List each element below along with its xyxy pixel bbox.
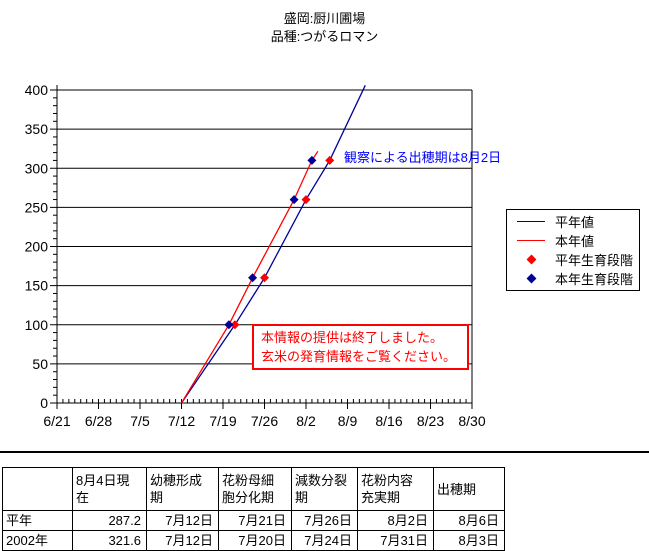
legend-entry: 本年値 — [507, 231, 639, 250]
x-axis-tick-label: 7/19 — [209, 413, 236, 429]
y-axis-tick-label: 300 — [25, 160, 49, 176]
legend-diamond-icon — [507, 254, 555, 265]
diamond-swatch — [526, 254, 536, 265]
table-value-cell: 8月2日 — [357, 510, 434, 531]
x-axis-tick-label: 7/12 — [168, 413, 195, 429]
series-line-平年値 — [180, 85, 366, 404]
x-axis-tick-label: 8/2 — [296, 413, 316, 429]
y-axis-tick-label: 150 — [25, 278, 49, 294]
horizontal-divider — [0, 451, 649, 453]
table-value-cell: 8月6日 — [433, 510, 505, 531]
legend-line-sample-icon — [507, 240, 555, 241]
series-marker-本年生育段階 — [289, 195, 299, 205]
notice-line2: 玄米の発育情報をご覧ください。 — [261, 349, 457, 364]
x-axis-tick-label: 8/30 — [458, 413, 485, 429]
service-ended-notice-box: 本情報の提供は終了しました。 玄米の発育情報をご覧ください。 — [252, 324, 469, 370]
diamond-swatch — [526, 273, 536, 284]
x-axis-tick-label: 7/5 — [130, 413, 150, 429]
table-header-cell: 花粉内容 充実期 — [357, 467, 434, 511]
series-marker-本年生育段階 — [224, 320, 234, 330]
x-axis-tick-label: 7/26 — [251, 413, 278, 429]
table-header-cell: 花粉母細 胞分化期 — [218, 467, 292, 511]
table-value-cell: 7月31日 — [357, 530, 434, 551]
y-axis-tick-label: 400 — [25, 82, 49, 98]
legend-label: 本年値 — [555, 234, 595, 249]
y-axis-tick-label: 50 — [32, 356, 48, 372]
series-marker-平年生育段階 — [301, 195, 311, 205]
table-row: 2002年 321.6 7月12日 7月20日 7月24日 7月31日 8月3日 — [2, 530, 505, 551]
x-axis-tick-label: 8/16 — [375, 413, 402, 429]
growth-progress-chart: 0 50 100 150 200 250 300 350 400 6/21 6/28 7/5 7/12 7… — [25, 82, 486, 429]
table-value-cell: 7月12日 — [146, 530, 219, 551]
table-row: 平年 287.2 7月12日 7月21日 7月26日 8月2日 8月6日 — [2, 510, 505, 531]
legend-label: 本年生育段階 — [555, 272, 634, 287]
x-axis-tick-label: 6/21 — [43, 413, 70, 429]
legend-entry: 本年生育段階 — [507, 269, 639, 288]
series-layer — [180, 85, 366, 404]
series-marker-平年生育段階 — [260, 273, 269, 283]
table-value-cell: 7月24日 — [291, 530, 358, 551]
growth-stage-table: 8月4日現 在幼穂形成 期花粉母細 胞分化期 減数分裂 期花粉内容 充実期 出穂期平… — [2, 467, 505, 551]
grid-and-axes: 0 50 100 150 200 250 300 350 400 6/21 6/28 7/5 7/12 7… — [25, 82, 486, 429]
table-header-cell: 減数分裂 期 — [291, 467, 358, 511]
table-value-cell: 7月20日 — [218, 530, 292, 551]
table-header-cell — [2, 467, 73, 511]
series-marker-平年生育段階 — [325, 155, 335, 165]
table-value-cell: 321.6 — [72, 530, 147, 551]
table-header-cell: 幼穂形成 期 — [146, 467, 219, 511]
notice-line1: 本情報の提供は終了しました。 — [261, 330, 444, 345]
legend-label: 平年生育段階 — [555, 253, 634, 268]
table-value-cell: 8月3日 — [433, 530, 505, 551]
y-axis-tick-label: 250 — [25, 199, 49, 215]
table-value-cell: 7月12日 — [146, 510, 219, 531]
row-label-cell: 平年 — [2, 510, 73, 531]
table-header-cell: 出穂期 — [433, 467, 505, 511]
table-header-cell: 8月4日現 在 — [72, 467, 147, 511]
x-axis-tick-label: 6/28 — [85, 413, 112, 429]
legend-line-sample-icon — [507, 221, 555, 222]
line-swatch — [517, 221, 545, 222]
y-axis-tick-label: 0 — [40, 395, 48, 411]
legend-entry: 平年値 — [507, 212, 639, 231]
legend-diamond-icon — [507, 273, 555, 284]
x-axis-tick-label: 8/9 — [338, 413, 358, 429]
table-header-row: 8月4日現 在幼穂形成 期花粉母細 胞分化期 減数分裂 期花粉内容 充実期 出穂期 — [2, 467, 505, 511]
legend-label: 平年値 — [555, 215, 595, 230]
table-value-cell: 7月21日 — [218, 510, 292, 531]
chart-legend: 平年値本年値平年生育段階 本年生育段階 — [506, 209, 640, 291]
y-axis-tick-label: 200 — [25, 239, 49, 255]
series-marker-平年生育段階 — [230, 320, 240, 330]
row-label-cell: 2002年 — [2, 530, 73, 551]
table-value-cell: 287.2 — [72, 510, 147, 531]
y-axis-tick-label: 350 — [25, 121, 49, 137]
chart-title: 盛岡:厨川圃場 品種:つがるロマン — [0, 10, 649, 46]
table-value-cell: 7月26日 — [291, 510, 358, 531]
y-axis-tick-label: 100 — [25, 317, 49, 333]
chart-title-line1: 盛岡:厨川圃場 — [283, 11, 366, 26]
series-marker-本年生育段階 — [248, 273, 258, 283]
chart-title-line2: 品種:つがるロマン — [270, 29, 379, 44]
series-marker-本年生育段階 — [307, 155, 317, 165]
observed-heading-annotation: 観察による出穂期は8月2日 — [344, 150, 502, 165]
x-axis-tick-label: 8/23 — [417, 413, 444, 429]
line-swatch — [517, 240, 545, 241]
legend-entry: 平年生育段階 — [507, 250, 639, 269]
